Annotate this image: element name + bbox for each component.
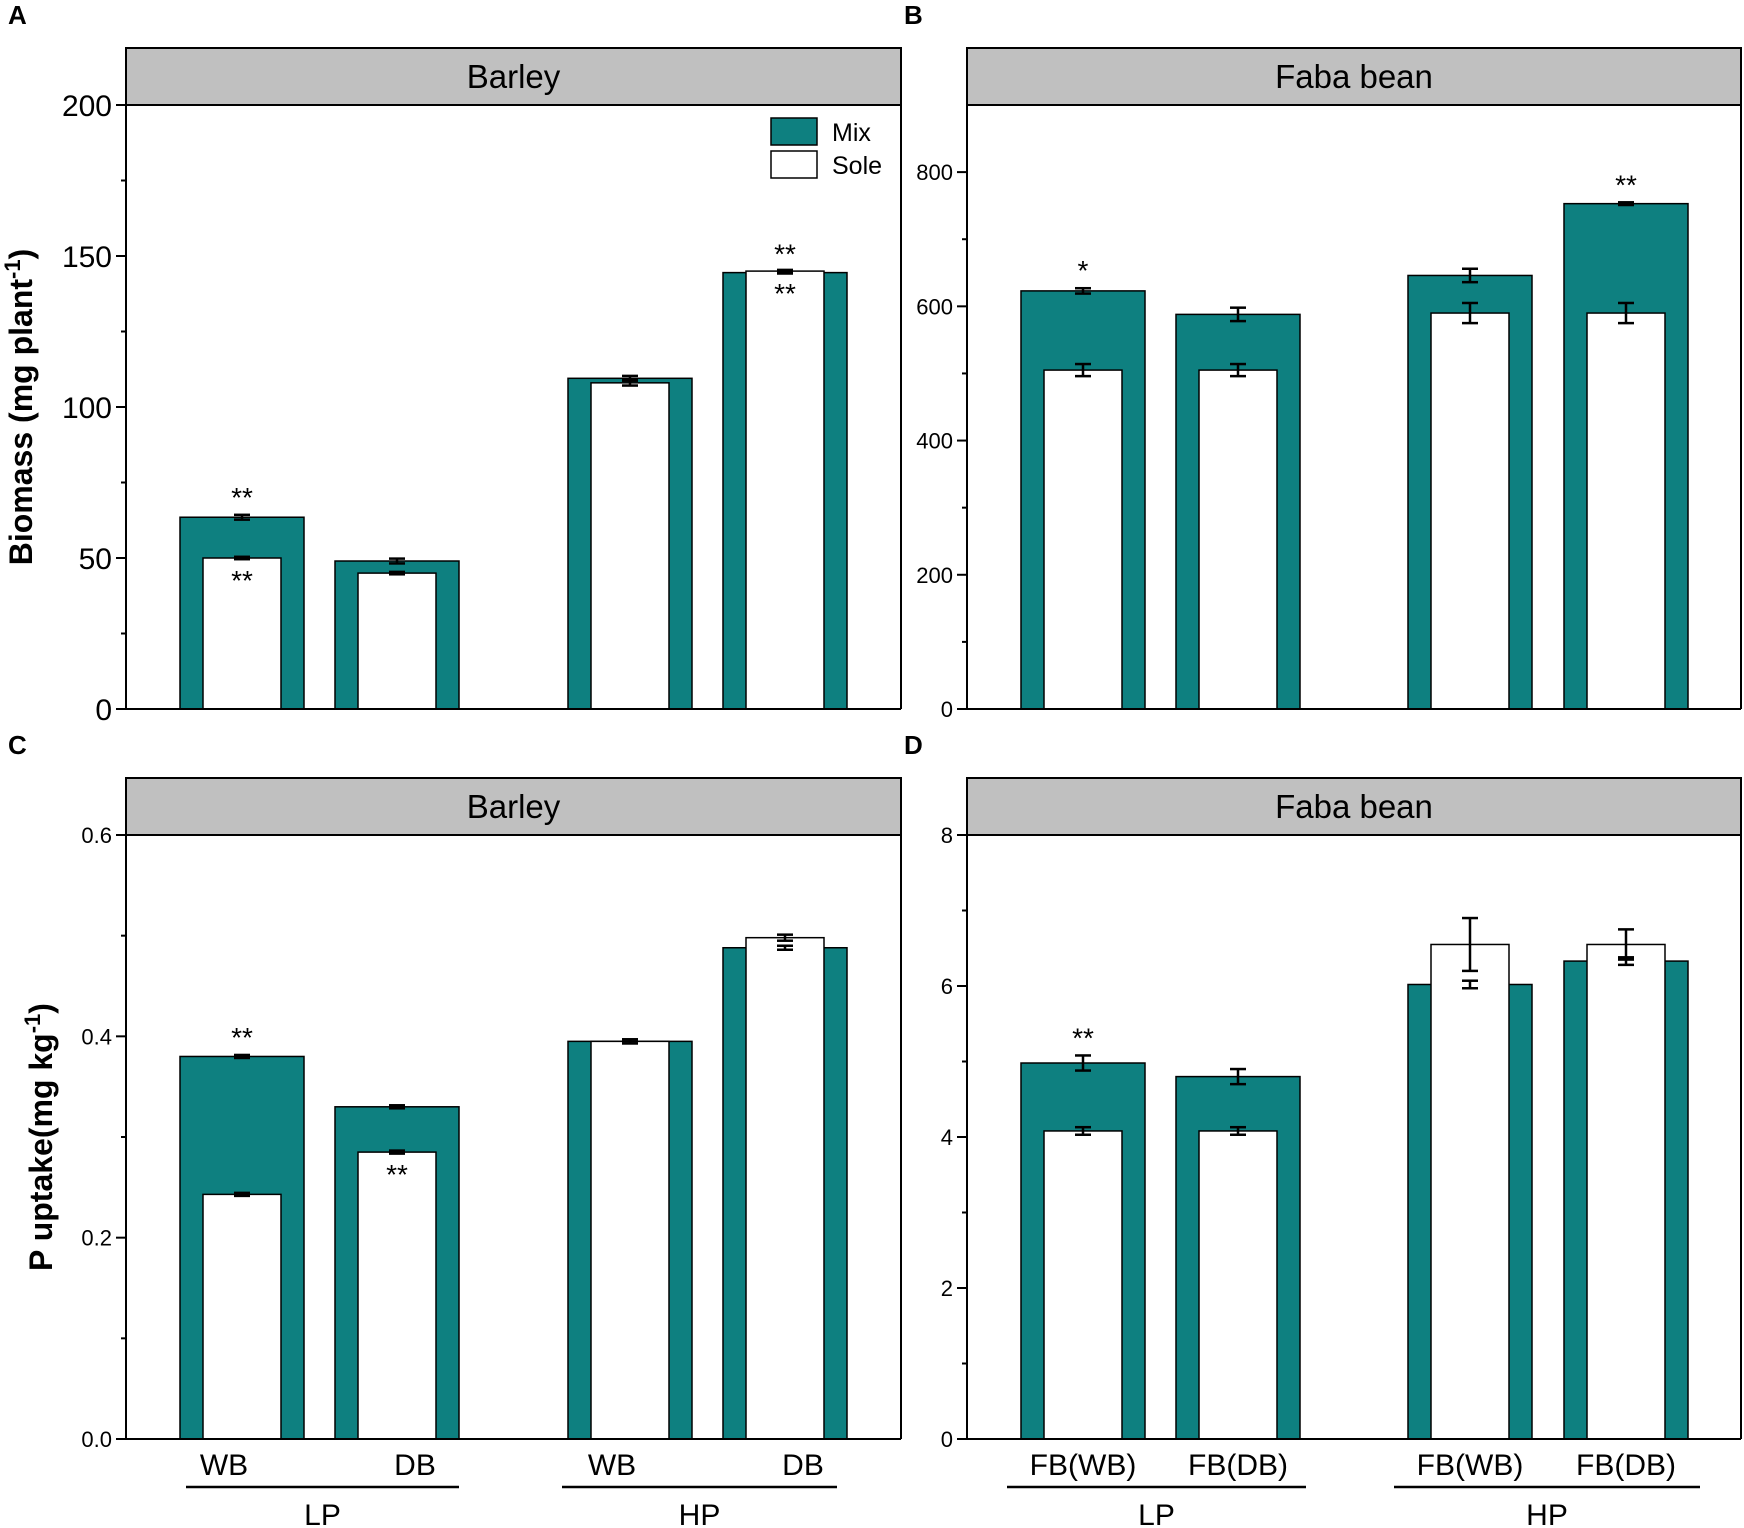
bar-sole: [1586, 312, 1666, 710]
panel-c: C Barley ** ** 0.0 0.2 0.4 0.6 P uptake(mg kg-1)…: [8, 730, 902, 1528]
significance-label: **: [386, 1159, 408, 1190]
strip-header: [966, 47, 1742, 106]
y-axis-label-main: P uptake(mg kg: [23, 1033, 59, 1271]
bar-sole: [1586, 943, 1666, 1440]
bar-sole: [1430, 312, 1510, 710]
significance-label: *: [1078, 255, 1089, 286]
y-tick-label: 0.6: [81, 823, 112, 848]
bar-sole: [590, 382, 670, 710]
strip-header: [125, 777, 902, 836]
significance-label: **: [1072, 1022, 1094, 1053]
x-category-label: FB(WB): [1417, 1449, 1524, 1482]
y-tick-label: 600: [916, 294, 953, 319]
y-axis-label: Biomass (mg plant-1): [0, 249, 39, 565]
legend-swatch-sole: [770, 150, 818, 179]
significance-label: **: [1615, 169, 1637, 200]
y-tick-label: 0: [941, 1427, 953, 1452]
bar-sole: [357, 1151, 437, 1440]
y-tick-label: 4: [941, 1125, 953, 1150]
y-tick-label: 50: [79, 543, 112, 576]
y-tick-label: 150: [62, 241, 112, 274]
strip-header: [966, 777, 1742, 836]
group-label-hp: HP: [1526, 1499, 1568, 1528]
y-tick-label: 0.0: [81, 1427, 112, 1452]
x-category-label: FB(DB): [1576, 1449, 1676, 1482]
panel-letter: D: [904, 730, 923, 760]
x-category-label: FB(DB): [1188, 1449, 1288, 1482]
significance-label: **: [231, 1022, 253, 1053]
y-tick-label: 200: [916, 563, 953, 588]
bar-sole: [1430, 943, 1510, 1440]
panel-d: D Faba bean ** 0 2 4 6 8 FB(WB) FB(DB) FB(WB) FB(DB…: [904, 730, 1742, 1528]
x-category-label: DB: [394, 1449, 436, 1482]
bar-sole: [1198, 369, 1278, 710]
y-tick-label: 200: [62, 90, 112, 123]
bar-sole: [357, 572, 437, 710]
legend-label-sole: Sole: [832, 152, 882, 180]
y-axis-label-sup: -1: [0, 259, 25, 279]
x-category-label: DB: [782, 1449, 824, 1482]
y-tick-label: 800: [916, 160, 953, 185]
y-tick-label: 0: [941, 697, 953, 722]
y-axis-label-close: ): [23, 1003, 59, 1014]
group-label-lp: LP: [304, 1499, 341, 1528]
y-tick-label: 0.2: [81, 1226, 112, 1251]
panel-letter: A: [8, 0, 27, 30]
panel-title: Barley: [467, 58, 561, 95]
legend-swatch-mix: [770, 117, 818, 146]
significance-label: **: [231, 482, 253, 513]
significance-label: **: [231, 565, 253, 596]
panel-title: Faba bean: [1275, 788, 1433, 825]
significance-label: **: [774, 239, 796, 270]
y-tick-label: 0.4: [81, 1024, 112, 1049]
panel-letter: C: [8, 730, 27, 760]
y-tick-label: 2: [941, 1276, 953, 1301]
y-tick-label: 8: [941, 823, 953, 848]
x-category-label: WB: [200, 1449, 248, 1482]
y-axis-label-close: ): [3, 249, 39, 260]
bar-sole: [202, 1193, 282, 1440]
panel-title: Barley: [467, 788, 561, 825]
y-axis-label-main: Biomass (mg plant: [3, 279, 39, 566]
strip-header: [125, 47, 902, 106]
bar-sole: [1043, 369, 1123, 710]
y-tick-label: 400: [916, 429, 953, 454]
y-axis-label: P uptake(mg kg-1): [20, 1003, 59, 1271]
y-tick-label: 0: [95, 694, 112, 727]
y-tick-label: 6: [941, 974, 953, 999]
y-tick-label: 100: [62, 392, 112, 425]
bar-sole: [590, 1040, 670, 1440]
panel-letter: B: [904, 0, 923, 30]
bar-sole: [745, 270, 825, 710]
significance-label: **: [774, 278, 796, 309]
bar-sole: [1043, 1130, 1123, 1440]
legend-label-mix: Mix: [832, 119, 871, 147]
panel-title: Faba bean: [1275, 58, 1433, 95]
bar-sole: [1198, 1130, 1278, 1440]
x-category-label: WB: [588, 1449, 636, 1482]
group-label-lp: LP: [1138, 1499, 1175, 1528]
x-category-label: FB(WB): [1030, 1449, 1137, 1482]
group-label-hp: HP: [679, 1499, 721, 1528]
legend: Mix Sole: [770, 117, 882, 180]
bar-sole: [745, 936, 825, 1440]
y-axis-label-sup: -1: [20, 1014, 45, 1034]
panel-a: A Barley ** ** ** ** 0 50 100 150 200 Biomass (mg p…: [0, 0, 902, 727]
